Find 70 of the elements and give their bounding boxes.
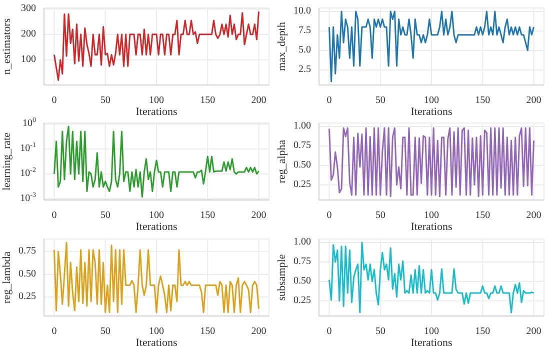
x-tick-label: 200 — [526, 326, 542, 337]
x-tick-label: 150 — [475, 95, 490, 106]
y-tick-label: 0.25 — [18, 290, 36, 302]
x-tick-label: 50 — [100, 95, 110, 106]
x-tick-label: 200 — [251, 95, 266, 106]
y-axis-title: subsample — [276, 254, 288, 300]
x-tick-label: 150 — [200, 210, 216, 222]
y-tick-label: 300 — [21, 3, 36, 14]
x-tick-label: 100 — [149, 95, 164, 106]
x-tick-label: 100 — [149, 326, 164, 337]
y-axis-title: max_depth — [276, 22, 288, 71]
x-tick-label: 0 — [326, 210, 332, 222]
y-tick-label: 0.25 — [294, 294, 311, 306]
x-tick-label: 50 — [375, 210, 386, 222]
y-tick-label: 7.5 — [298, 25, 311, 36]
y-tick-label: 0.75 — [294, 140, 311, 152]
y-tick-label: 0.50 — [294, 160, 311, 172]
line-series — [328, 10, 535, 82]
x-tick-label: 150 — [475, 210, 490, 222]
x-tick-label: 0 — [52, 210, 57, 222]
y-tick-label: 0.25 — [294, 179, 311, 190]
y-tick-label: 2.5 — [298, 64, 311, 76]
x-axis-title: Iterations — [410, 336, 452, 346]
x-axis-title: Iterations — [136, 106, 178, 118]
y-tick-label: 200 — [21, 28, 36, 40]
y-tick-label: 0.50 — [18, 268, 36, 280]
y-axis-title: n_estimators — [0, 18, 13, 75]
x-tick-label: 0 — [52, 326, 57, 337]
x-tick-label: 50 — [375, 326, 386, 337]
line-series — [53, 126, 260, 198]
x-tick-label: 100 — [424, 210, 439, 222]
y-tick-label: 10$^{-1}$ — [20, 140, 36, 155]
x-axis-title: Iterations — [410, 106, 452, 118]
y-tick-label: 10$^{0}$ — [22, 116, 36, 130]
line-series — [328, 128, 535, 198]
y-tick-label: 10$^{-2}$ — [20, 166, 36, 180]
x-tick-label: 150 — [200, 326, 216, 337]
x-tick-label: 200 — [251, 210, 266, 222]
y-tick-label: 100 — [21, 54, 36, 66]
y-tick-label: 0.50 — [294, 275, 311, 286]
y-tick-label: 1.00 — [294, 121, 311, 132]
x-tick-label: 50 — [375, 95, 386, 106]
y-axis-title: learning_rate — [0, 132, 13, 191]
x-tick-label: 100 — [149, 210, 164, 222]
x-tick-label: 100 — [424, 95, 439, 106]
x-axis-title: Iterations — [136, 336, 178, 346]
x-tick-label: 200 — [526, 95, 542, 106]
y-tick-label: 0.75 — [294, 256, 311, 267]
x-tick-label: 150 — [475, 326, 490, 337]
x-tick-label: 50 — [100, 210, 110, 222]
x-axis-title: Iterations — [410, 221, 452, 234]
x-tick-label: 200 — [251, 326, 266, 337]
line-series — [53, 242, 260, 313]
y-tick-label: 10.0 — [294, 6, 311, 17]
x-tick-label: 200 — [526, 210, 542, 222]
x-tick-label: 50 — [100, 326, 110, 337]
y-tick-label: 10$^{-3}$ — [20, 190, 36, 204]
y-axis-title: reg_lambda — [0, 251, 13, 304]
y-tick-label: 0.75 — [18, 246, 36, 257]
y-tick-label: 1.00 — [294, 236, 311, 248]
x-axis-title: Iterations — [136, 221, 178, 234]
line-series — [328, 241, 535, 313]
x-tick-label: 100 — [424, 326, 439, 337]
x-tick-label: 0 — [326, 95, 332, 106]
x-tick-label: 0 — [326, 326, 332, 337]
x-tick-label: 0 — [52, 95, 57, 106]
y-axis-title: reg_alpha — [276, 140, 288, 184]
y-tick-label: 5.0 — [298, 44, 311, 56]
x-tick-label: 150 — [200, 95, 216, 106]
line-series — [53, 10, 260, 81]
